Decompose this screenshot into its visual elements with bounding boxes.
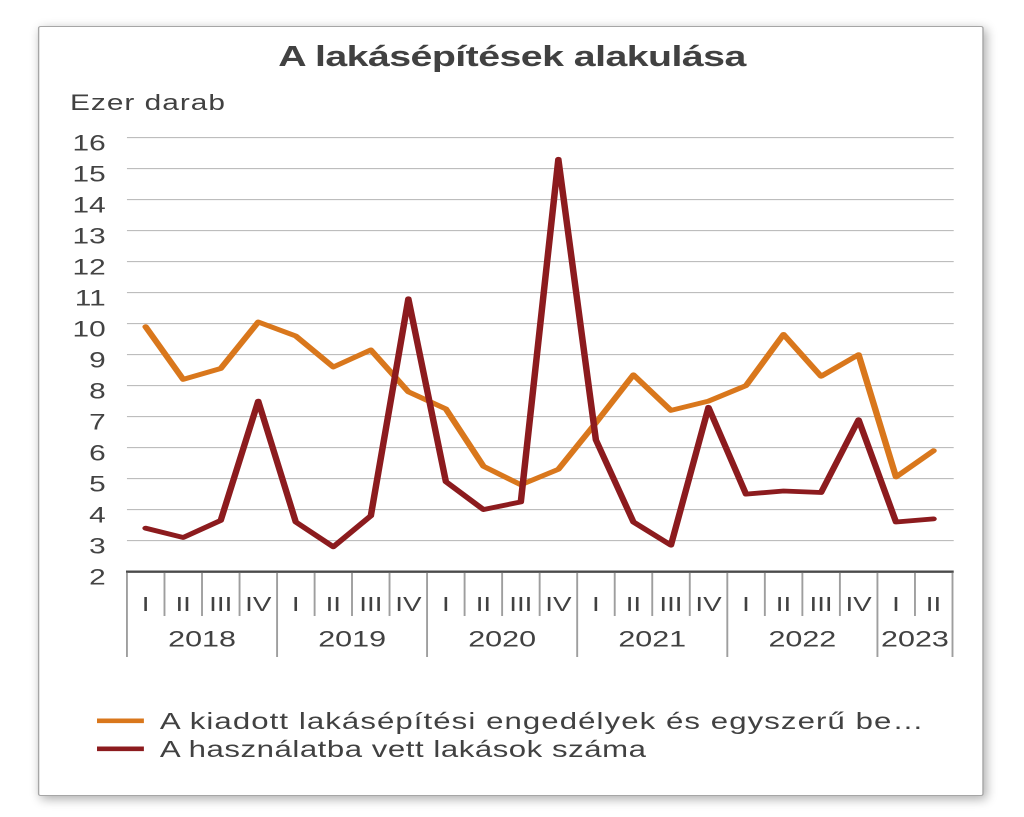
- svg-text:A használatba vett lakások szá: A használatba vett lakások száma: [160, 736, 647, 762]
- svg-text:10: 10: [73, 316, 106, 341]
- svg-text:2023: 2023: [881, 627, 949, 652]
- svg-text:III: III: [359, 593, 382, 616]
- svg-text:15: 15: [73, 161, 106, 186]
- svg-text:3: 3: [89, 533, 106, 558]
- svg-text:I: I: [292, 593, 300, 616]
- svg-text:IV: IV: [545, 593, 572, 616]
- svg-text:IV: IV: [845, 593, 872, 616]
- svg-text:A lakásépítések alakulása: A lakásépítések alakulása: [278, 41, 747, 73]
- svg-text:I: I: [742, 593, 750, 616]
- svg-text:2018: 2018: [168, 627, 236, 652]
- svg-text:IV: IV: [245, 593, 272, 616]
- svg-text:II: II: [776, 593, 791, 616]
- svg-text:III: III: [209, 593, 232, 616]
- svg-text:IV: IV: [695, 593, 722, 616]
- svg-text:2: 2: [89, 564, 106, 589]
- svg-text:6: 6: [89, 440, 106, 465]
- svg-text:14: 14: [73, 192, 106, 217]
- svg-text:2020: 2020: [468, 627, 536, 652]
- svg-text:13: 13: [73, 223, 106, 248]
- svg-text:9: 9: [89, 347, 106, 372]
- svg-text:I: I: [442, 593, 450, 616]
- svg-text:I: I: [592, 593, 600, 616]
- svg-text:III: III: [509, 593, 532, 616]
- svg-text:II: II: [626, 593, 641, 616]
- svg-text:I: I: [142, 593, 150, 616]
- svg-text:16: 16: [73, 130, 106, 155]
- svg-text:II: II: [476, 593, 491, 616]
- svg-text:A kiadott lakásépítési engedél: A kiadott lakásépítési engedélyek és egy…: [160, 708, 925, 734]
- svg-text:II: II: [326, 593, 341, 616]
- svg-text:11: 11: [75, 285, 106, 310]
- svg-text:IV: IV: [395, 593, 422, 616]
- svg-text:12: 12: [73, 254, 106, 279]
- svg-text:Ezer darab: Ezer darab: [70, 90, 226, 115]
- svg-text:III: III: [659, 593, 682, 616]
- svg-text:8: 8: [89, 378, 106, 403]
- svg-text:I: I: [892, 593, 900, 616]
- svg-text:II: II: [926, 593, 941, 616]
- svg-text:2022: 2022: [768, 627, 836, 652]
- svg-text:2021: 2021: [618, 627, 686, 652]
- svg-text:5: 5: [89, 471, 106, 496]
- svg-text:III: III: [809, 593, 832, 616]
- svg-text:4: 4: [89, 502, 106, 527]
- svg-text:2019: 2019: [318, 627, 386, 652]
- svg-text:II: II: [175, 593, 190, 616]
- svg-text:7: 7: [89, 409, 106, 434]
